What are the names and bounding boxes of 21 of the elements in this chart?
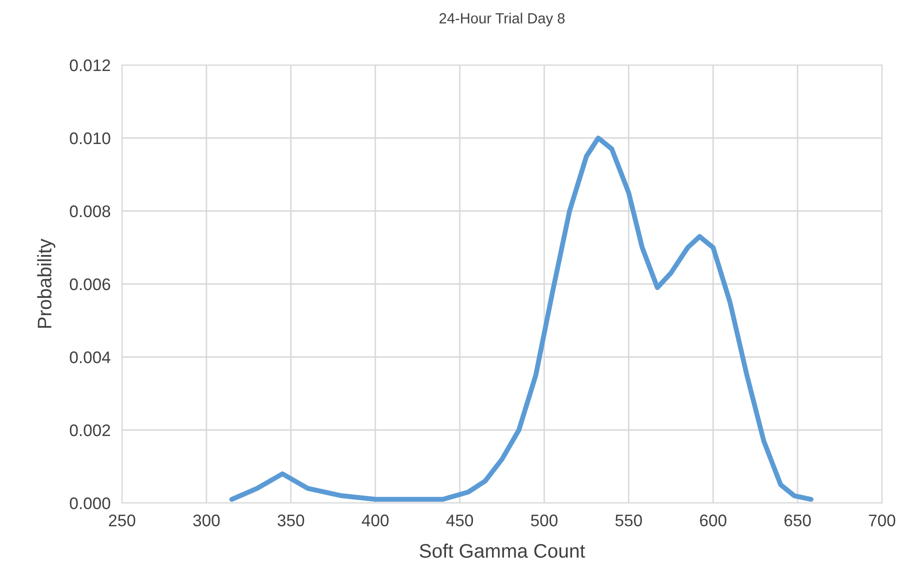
chart-title: 24-Hour Trial Day 8 — [440, 12, 565, 26]
line-series — [229, 136, 814, 502]
x-tick-label: 500 — [530, 514, 558, 526]
y-axis-title: Probability — [37, 238, 56, 328]
x-tick-label: 300 — [193, 514, 220, 526]
y-tick-label: 0.004 — [70, 351, 110, 364]
x-tick-label: 450 — [446, 514, 474, 526]
y-tick-label: 0.006 — [70, 278, 110, 290]
x-tick-label: 550 — [615, 514, 642, 526]
x-tick-label: 650 — [784, 514, 811, 526]
x-tick-label: 350 — [278, 514, 304, 526]
x-tick-label: 600 — [700, 514, 726, 526]
x-tick-label: 250 — [108, 514, 136, 526]
x-axis-title: Soft Gamma Count — [420, 544, 586, 558]
y-tick-label: 0.010 — [70, 132, 110, 144]
y-tick-label: 0.000 — [70, 497, 110, 510]
x-tick-label: 700 — [868, 514, 896, 526]
y-tick-label: 0.012 — [70, 59, 110, 72]
y-tick-label: 0.002 — [70, 424, 110, 436]
y-tick-label: 0.008 — [70, 205, 110, 218]
x-tick-label: 400 — [362, 514, 389, 526]
